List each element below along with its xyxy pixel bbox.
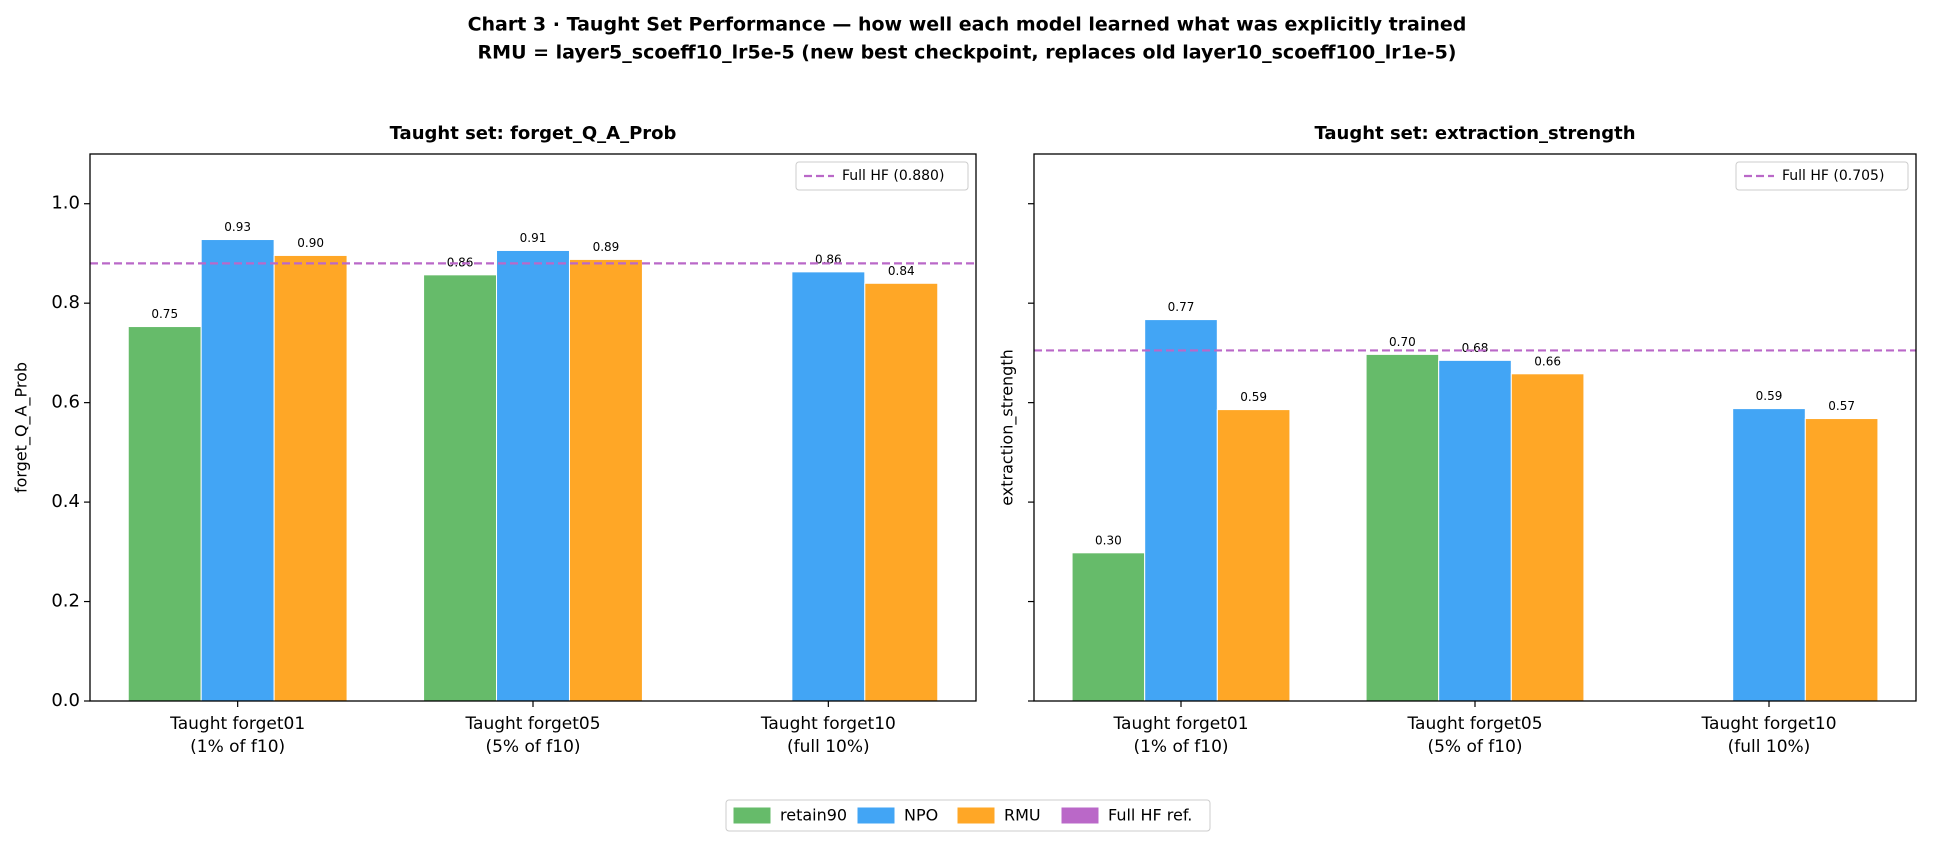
- legend-swatch: [957, 807, 995, 824]
- value-label: 0.91: [520, 231, 547, 245]
- value-label: 0.66: [1534, 354, 1561, 368]
- y-tick-label: 0.2: [51, 591, 80, 612]
- value-label: 0.89: [593, 240, 620, 254]
- bar: [1365, 353, 1440, 702]
- legend-swatch: [733, 807, 771, 824]
- value-label: 0.68: [1462, 341, 1489, 355]
- legend-swatch: [1061, 807, 1099, 824]
- value-label: 0.77: [1168, 300, 1195, 314]
- legend-label: retain90: [780, 806, 847, 825]
- y-tick-label: 0.4: [51, 491, 80, 512]
- bar: [1144, 319, 1218, 702]
- figure-title: Chart 3 · Taught Set Performance — how w…: [468, 14, 1467, 36]
- bar: [1732, 408, 1806, 702]
- y-tick-label: 0.0: [51, 690, 80, 711]
- legend-label: Full HF (0.880): [842, 168, 944, 184]
- figure-subtitle: RMU = layer5_scoeff10_lr5e-5 (new best c…: [478, 42, 1457, 64]
- bar: [791, 271, 866, 702]
- y-tick-label: 0.6: [51, 392, 80, 413]
- axes-title: Taught set: forget_Q_A_Prob: [390, 123, 677, 144]
- x-tick-label: Taught forget10: [1700, 714, 1836, 734]
- x-tick-label: Taught forget05: [1406, 714, 1542, 734]
- bar: [1438, 359, 1512, 702]
- x-tick-label: Taught forget05: [464, 714, 600, 734]
- value-label: 0.59: [1240, 390, 1267, 404]
- value-label: 0.30: [1095, 533, 1122, 547]
- bar: [200, 239, 275, 702]
- x-tick-label: Taught forget10: [760, 714, 896, 734]
- axes-frame: [1033, 153, 1917, 702]
- bar: [1804, 418, 1879, 702]
- axes-title: Taught set: extraction_strength: [1314, 123, 1635, 144]
- value-label: 0.57: [1828, 399, 1855, 413]
- legend-swatch: [857, 807, 895, 824]
- value-label: 0.70: [1389, 335, 1416, 349]
- y-tick-label: 0.8: [51, 292, 80, 313]
- bar: [864, 282, 939, 702]
- x-tick-label: Taught forget01: [1112, 714, 1248, 734]
- axes-frame: [89, 153, 977, 702]
- value-label: 0.93: [224, 220, 251, 234]
- bar: [1071, 552, 1146, 702]
- legend-box: [1735, 161, 1909, 191]
- value-label: 0.84: [888, 264, 915, 278]
- x-tick-label: (1% of f10): [1133, 737, 1228, 757]
- x-tick-label: (full 10%): [787, 737, 870, 757]
- bar: [1216, 409, 1291, 702]
- legend-label: NPO: [904, 806, 938, 825]
- legend-label: Full HF (0.705): [1782, 168, 1884, 184]
- legend-label: RMU: [1004, 806, 1041, 825]
- bar: [1510, 373, 1585, 702]
- value-label: 0.90: [297, 236, 324, 250]
- x-tick-label: (5% of f10): [485, 737, 580, 757]
- legend-box: [795, 161, 969, 191]
- y-tick-label: 1.0: [51, 193, 80, 214]
- y-axis-label: forget_Q_A_Prob: [12, 362, 32, 493]
- x-tick-label: Taught forget01: [169, 714, 305, 734]
- value-label: 0.75: [151, 307, 178, 321]
- bar: [423, 274, 498, 702]
- bar: [127, 326, 202, 702]
- x-tick-label: (1% of f10): [190, 737, 285, 757]
- x-tick-label: (5% of f10): [1427, 737, 1522, 757]
- legend-label: Full HF ref.: [1108, 806, 1192, 825]
- value-label: 0.59: [1756, 389, 1783, 403]
- y-axis-label: extraction_strength: [998, 349, 1018, 506]
- value-label: 0.86: [447, 255, 474, 269]
- bar: [496, 249, 570, 702]
- bar: [568, 258, 643, 702]
- x-tick-label: (full 10%): [1728, 737, 1811, 757]
- bar: [273, 254, 348, 702]
